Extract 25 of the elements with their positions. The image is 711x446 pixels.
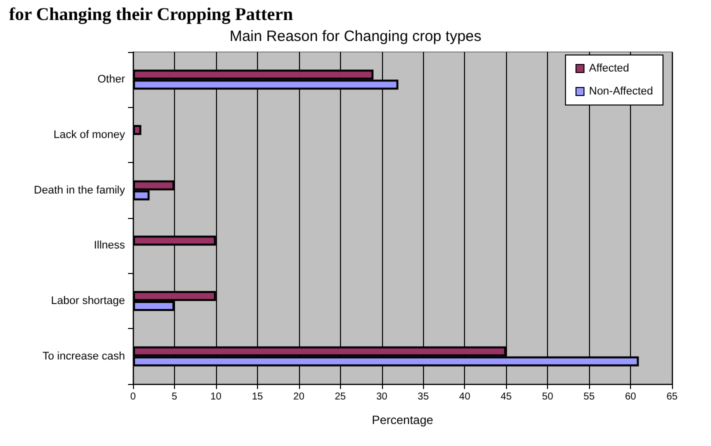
x-tick-label: 40 bbox=[459, 392, 471, 402]
y-tick-label: Death in the family bbox=[34, 184, 126, 196]
y-tick-label: Other bbox=[97, 74, 126, 86]
y-tick-label: Lack of money bbox=[53, 129, 126, 141]
chart-title: Main Reason for Changing crop types bbox=[230, 28, 482, 45]
x-tick-label: 45 bbox=[500, 392, 512, 402]
y-tick-label: Illness bbox=[94, 240, 126, 252]
x-tick-label: 30 bbox=[376, 392, 388, 402]
x-tick-label: 65 bbox=[666, 392, 678, 402]
x-tick-label: 50 bbox=[542, 392, 554, 402]
x-tick-label: 55 bbox=[584, 392, 596, 402]
x-tick-label: 35 bbox=[418, 392, 430, 402]
y-tick-label: To increase cash bbox=[42, 350, 125, 362]
text: for Changing their Cropping Pattern bbox=[9, 4, 294, 24]
x-tick-label: 0 bbox=[130, 392, 136, 402]
x-tick-label: 5 bbox=[172, 392, 178, 402]
x-tick-label: 10 bbox=[210, 392, 222, 402]
x-tick-label: 20 bbox=[293, 392, 305, 402]
y-tick-label: Labor shortage bbox=[51, 295, 125, 307]
x-axis-title: Percentage bbox=[372, 413, 434, 427]
x-tick-label: 25 bbox=[334, 392, 346, 402]
x-tick-label: 15 bbox=[252, 392, 264, 402]
legend-label: Affected bbox=[589, 62, 630, 74]
x-tick-label: 60 bbox=[624, 392, 637, 402]
legend-label: Non-Affected bbox=[589, 86, 654, 98]
